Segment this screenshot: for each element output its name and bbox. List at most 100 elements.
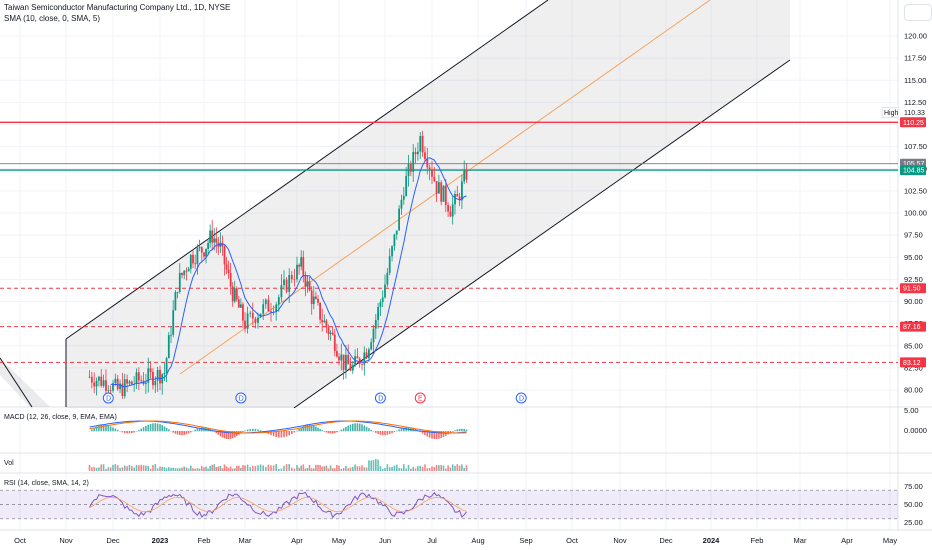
time-tick-label: Feb <box>751 536 764 545</box>
macd-histogram-bar <box>215 431 218 434</box>
price-tag-support-91[interactable] <box>900 283 926 294</box>
macd-histogram-bar <box>400 428 403 432</box>
macd-histogram-bar <box>201 427 203 432</box>
candle-body <box>374 319 377 329</box>
volume-bar <box>317 464 319 471</box>
candle-body <box>262 304 265 314</box>
price-tick-label: 92.50 <box>904 275 923 284</box>
volume-bar <box>349 467 352 471</box>
macd-histogram-bar <box>98 425 100 432</box>
price-axis[interactable]: 120.00117.50115.00112.50110.00107.50105.… <box>881 32 927 527</box>
price-tag-support-green[interactable] <box>900 165 926 176</box>
price-tag-support-87[interactable] <box>900 321 926 332</box>
macd-histogram-bar <box>458 428 461 432</box>
rsi-tick-label: 75.00 <box>904 482 923 491</box>
time-tick-label: Mar <box>794 536 807 545</box>
volume-bar <box>165 468 168 471</box>
volume-bar <box>381 468 384 471</box>
volume-bar <box>145 465 147 471</box>
price-tag-label: 104.85 <box>903 168 925 175</box>
volume-bar <box>236 465 238 471</box>
candle-body <box>161 374 164 384</box>
candle-body <box>395 230 398 235</box>
volume-bar <box>240 468 242 471</box>
volume-bar <box>407 464 410 471</box>
candle-body <box>152 371 154 386</box>
macd-histogram-bar <box>442 431 445 438</box>
candle-body <box>426 159 429 168</box>
rsi-pane <box>0 489 898 520</box>
macd-histogram-bar <box>449 431 452 434</box>
volume-bar <box>356 466 359 471</box>
volume-bar <box>270 465 272 471</box>
volume-bar <box>300 465 302 471</box>
candle-body <box>183 270 186 276</box>
volume-bar <box>147 466 150 471</box>
volume-bar <box>414 468 417 471</box>
candle-body <box>105 380 107 391</box>
volume-bar <box>105 468 107 471</box>
sma-polyline <box>110 157 467 388</box>
candle-body <box>461 181 463 201</box>
macd-histogram-bar <box>421 431 424 434</box>
horizontal-levels[interactable] <box>0 121 898 363</box>
macd-histogram-bar <box>149 423 152 432</box>
time-tick-label: Mar <box>239 536 252 545</box>
earnings-marker[interactable] <box>414 392 426 404</box>
macd-histogram-bar <box>370 429 372 432</box>
candle-body <box>290 275 293 280</box>
candle-body <box>340 354 343 361</box>
dividend-marker[interactable] <box>235 392 247 404</box>
candle-body <box>116 378 119 390</box>
volume-bar <box>207 468 209 471</box>
macd-histogram-bar <box>463 428 465 432</box>
price-tag-support-83[interactable] <box>900 357 926 368</box>
macd-histogram-bar <box>329 431 332 434</box>
parallel-channel[interactable] <box>0 0 791 409</box>
volume-bar <box>372 460 375 471</box>
volume-bar <box>149 468 152 471</box>
macd-histogram-bar <box>325 431 328 433</box>
price-tag-resistance-red[interactable] <box>900 117 926 128</box>
dividend-marker[interactable] <box>374 392 386 404</box>
macd-histogram-bar <box>179 431 181 436</box>
price-tick-label: 115.00 <box>904 76 926 85</box>
candle-body <box>308 281 311 291</box>
candle-body <box>365 352 368 359</box>
macd-histogram-bar <box>219 431 222 437</box>
volume-bar <box>325 465 328 471</box>
dividend-marker[interactable] <box>515 392 527 404</box>
volume-bar <box>412 466 414 471</box>
grid-layer <box>0 0 932 531</box>
channel-left-edge[interactable] <box>0 357 33 408</box>
candle-body <box>277 297 280 305</box>
candle-body <box>209 230 212 243</box>
volume-bar <box>91 467 93 471</box>
volume-bar <box>398 467 400 471</box>
macd-histogram-bar <box>345 426 347 432</box>
volume-bar <box>288 464 290 471</box>
macd-histogram-bar <box>145 425 147 432</box>
macd-histogram-bar <box>395 430 398 432</box>
macd-histogram-bar <box>100 425 103 432</box>
candle-body <box>223 246 226 265</box>
candle-body <box>176 291 179 293</box>
price-tick-label: 117.50 <box>904 54 926 63</box>
time-axis[interactable]: Oct Nov Dec 2023 Feb Mar Apr May Jun Jul Aug Sep Oct… <box>14 536 897 545</box>
volume-bar <box>102 464 105 471</box>
macd-histogram-bar <box>285 431 288 437</box>
candle-body <box>451 204 454 217</box>
channel-fill-left <box>0 358 50 407</box>
dividend-marker[interactable] <box>102 392 114 404</box>
rsi-legend: RSI (14, close, SMA, 14, 2) <box>4 480 89 487</box>
time-tick-label: Sep <box>519 536 532 545</box>
channel-lower-line[interactable] <box>293 59 791 409</box>
macd-histogram-bar <box>368 428 370 432</box>
candle-body <box>356 356 359 359</box>
candle-body <box>449 211 452 217</box>
candle-body <box>361 363 363 365</box>
candle-body <box>327 327 330 334</box>
macd-histogram-bar <box>154 423 157 432</box>
